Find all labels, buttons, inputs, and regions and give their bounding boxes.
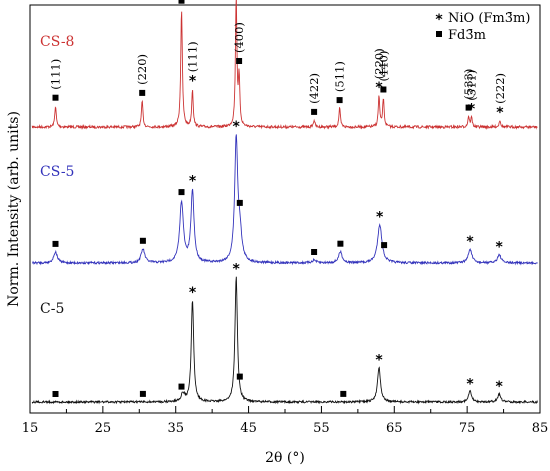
nio-marker: * — [233, 119, 241, 135]
spinel-marker — [236, 58, 243, 64]
x-tick-label: 75 — [459, 421, 476, 436]
spinel-marker — [52, 240, 59, 247]
spinel-marker — [178, 0, 185, 4]
legend: * NiO (Fm3̄m) Fd3̄m — [435, 11, 530, 43]
x-ticks: 15 25 35 45 55 65 75 85 — [22, 406, 549, 436]
series-line-c-5 — [31, 276, 538, 405]
peak-label: (533) — [462, 69, 476, 100]
spinel-marker — [52, 391, 59, 397]
spinel-marker — [380, 86, 387, 93]
nio-marker: * — [468, 102, 476, 118]
nio-marker: * — [375, 80, 383, 96]
spinel-marker — [139, 89, 146, 96]
series-name-cs-5: CS-5 — [40, 164, 74, 180]
legend-label: NiO (Fm3̄m) — [448, 11, 530, 26]
spinel-marker — [236, 199, 243, 206]
spinel-marker — [139, 237, 146, 244]
spinel-marker — [178, 383, 185, 390]
nio-marker: * — [233, 261, 241, 277]
spinel-marker — [337, 240, 344, 247]
peak-label: (220) — [135, 54, 149, 85]
peak-label: (220) — [372, 48, 386, 79]
spinel-marker — [52, 94, 59, 101]
x-tick-label: 15 — [22, 421, 39, 436]
peak-label: (400) — [232, 22, 246, 53]
spinel-marker — [311, 249, 318, 255]
series-name-c-5: C-5 — [40, 301, 64, 317]
peak-label: (511) — [333, 61, 347, 92]
peak-label: (422) — [307, 73, 321, 104]
spinel-marker — [465, 104, 472, 111]
spinel-marker — [336, 97, 343, 104]
spinel-marker — [178, 189, 185, 196]
x-axis-title: 2θ (°) — [265, 450, 305, 466]
nio-marker: * — [466, 376, 474, 392]
nio-marker: * — [189, 285, 197, 301]
peak-label: (111) — [186, 41, 200, 72]
nio-marker: * — [376, 209, 384, 225]
spinel-marker — [381, 242, 388, 249]
peak-label: (440) — [376, 51, 390, 82]
plot-frame — [29, 4, 541, 414]
x-tick-label: 35 — [167, 421, 184, 436]
spinel-marker — [311, 108, 318, 115]
nio-marker: * — [189, 73, 197, 89]
series-name-cs-8: CS-8 — [40, 34, 74, 50]
annotation-layer: (111)(220)(311)*(111)*(200)(400)(422)(51… — [49, 0, 507, 397]
spinel-marker — [236, 373, 243, 380]
legend-square-icon — [436, 31, 442, 37]
x-tick-label: 85 — [532, 421, 549, 436]
peak-label: (311) — [465, 70, 479, 101]
peak-label: (222) — [493, 73, 507, 104]
legend-star-icon: * — [435, 12, 443, 28]
legend-label: Fd3̄m — [448, 28, 486, 43]
nio-marker: * — [375, 352, 383, 368]
x-tick-label: 25 — [95, 421, 112, 436]
nio-marker: * — [189, 174, 197, 190]
y-axis-title: Norm. Intensity (arb. units) — [6, 111, 22, 307]
peak-label: (111) — [49, 59, 63, 90]
nio-marker: * — [496, 379, 504, 395]
nio-marker: * — [496, 240, 504, 256]
x-tick-label: 55 — [313, 421, 330, 436]
spinel-marker — [340, 390, 347, 397]
series-line-cs-5 — [31, 134, 538, 266]
nio-marker: * — [466, 234, 474, 250]
nio-marker: * — [496, 105, 504, 121]
spinel-marker — [139, 390, 146, 397]
x-tick-label: 45 — [240, 421, 257, 436]
x-tick-label: 65 — [386, 421, 403, 436]
series-line-cs-8 — [31, 0, 538, 130]
series-layer: CS-8 CS-5 C-5 — [31, 0, 538, 405]
